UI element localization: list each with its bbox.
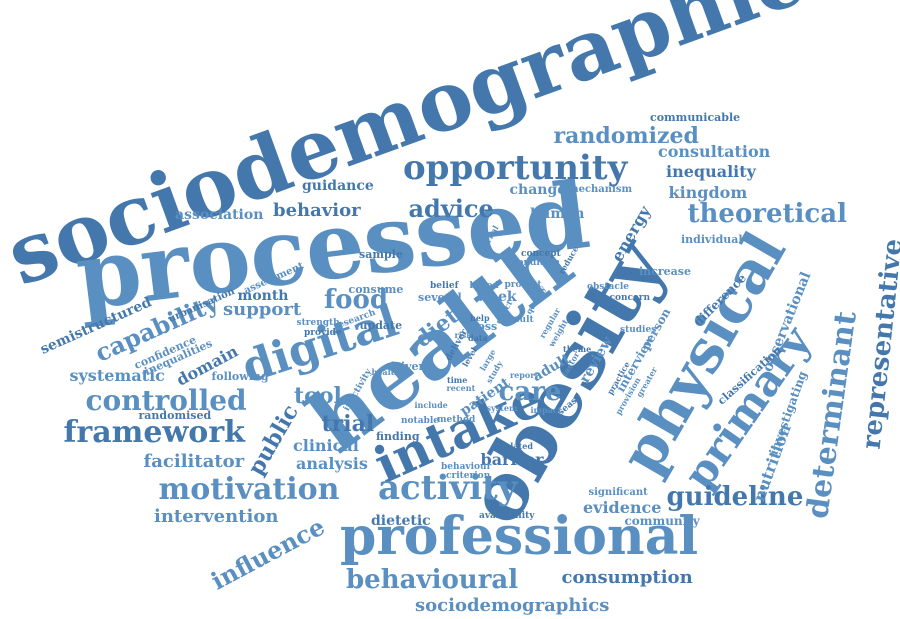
cloud-word: theoretical bbox=[687, 199, 847, 229]
cloud-word: activity bbox=[378, 468, 518, 508]
cloud-word: update bbox=[359, 318, 403, 332]
cloud-word: include bbox=[414, 400, 448, 410]
cloud-word: dietetic bbox=[371, 513, 431, 529]
cloud-word: time bbox=[447, 375, 468, 385]
cloud-word: guidance bbox=[302, 178, 374, 194]
cloud-word: trial bbox=[321, 411, 375, 437]
cloud-word: help bbox=[470, 313, 490, 323]
cloud-word: tool bbox=[294, 383, 342, 409]
cloud-word: consultation bbox=[658, 142, 771, 161]
cloud-word: advice bbox=[408, 194, 494, 223]
cloud-word: representative bbox=[856, 237, 900, 451]
cloud-word: community bbox=[624, 514, 700, 528]
cloud-word: barrier bbox=[480, 450, 544, 469]
cloud-word: facilitator bbox=[143, 451, 245, 472]
cloud-word: several bbox=[418, 290, 462, 304]
cloud-word: condition bbox=[512, 257, 560, 268]
cloud-word: obstacle bbox=[587, 281, 629, 292]
cloud-word: kingdom bbox=[668, 183, 748, 202]
cloud-word: behavior bbox=[273, 200, 361, 221]
cloud-word: recent bbox=[446, 383, 476, 393]
cloud-word: behavioural bbox=[346, 565, 519, 595]
cloud-word: food bbox=[324, 285, 389, 315]
cloud-word: communicable bbox=[650, 110, 741, 124]
cloud-word: motivation bbox=[158, 472, 340, 507]
cloud-word: care bbox=[498, 377, 562, 407]
cloud-word: result bbox=[504, 314, 534, 325]
cloud-word: data bbox=[468, 333, 488, 343]
cloud-word: report bbox=[510, 370, 539, 380]
cloud-word: studies bbox=[620, 324, 657, 335]
cloud-word: risk bbox=[454, 330, 472, 340]
cloud-word: individual bbox=[681, 232, 743, 246]
cloud-word: cross bbox=[465, 319, 498, 333]
cloud-word: mechanism bbox=[568, 184, 633, 195]
cloud-word: impact bbox=[530, 405, 562, 415]
cloud-word: concept bbox=[521, 248, 561, 259]
cloud-word: month bbox=[237, 288, 289, 304]
cloud-word: related bbox=[501, 441, 533, 451]
cloud-word: following bbox=[211, 369, 269, 383]
cloud-word: consumption bbox=[561, 567, 693, 588]
cloud-word: clinical bbox=[293, 436, 359, 455]
cloud-word: behaviour bbox=[441, 461, 492, 472]
cloud-word: system bbox=[486, 403, 518, 413]
cloud-word: guideline bbox=[666, 482, 804, 512]
cloud-word: analysis bbox=[296, 454, 368, 473]
cloud-word: criterion bbox=[446, 470, 491, 481]
cloud-word: change bbox=[509, 182, 567, 198]
cloud-word: strength bbox=[296, 317, 340, 328]
cloud-word: consume bbox=[348, 282, 404, 296]
cloud-word: increase bbox=[639, 264, 691, 278]
cloud-word: framework bbox=[63, 415, 245, 450]
cloud-word: prompt bbox=[504, 279, 542, 290]
cloud-word: association bbox=[175, 207, 264, 223]
cloud-word: week bbox=[477, 289, 517, 305]
cloud-word: systematic bbox=[69, 366, 165, 385]
cloud-word: randomised bbox=[138, 408, 212, 422]
cloud-word: randomized bbox=[553, 123, 699, 149]
cloud-word: finding bbox=[376, 429, 420, 443]
cloud-word: availability bbox=[479, 510, 535, 521]
cloud-word: evidence bbox=[583, 498, 662, 517]
cloud-word: method bbox=[437, 414, 476, 425]
cloud-word: professional bbox=[340, 506, 699, 567]
cloud-word: sample bbox=[359, 247, 403, 261]
cloud-word: provide bbox=[304, 327, 342, 338]
cloud-word: controlled bbox=[85, 384, 247, 417]
cloud-word: belief bbox=[430, 280, 459, 291]
cloud-word: human bbox=[530, 206, 585, 222]
cloud-word: inequality bbox=[666, 162, 756, 181]
cloud-word: significant bbox=[588, 487, 648, 498]
cloud-word: based bbox=[469, 280, 499, 291]
cloud-word: concern bbox=[609, 292, 651, 303]
cloud-word: notable bbox=[401, 415, 439, 426]
cloud-word: sociodemographics bbox=[415, 595, 610, 616]
cloud-word: opportunity bbox=[403, 148, 628, 188]
cloud-word: support bbox=[223, 299, 302, 320]
cloud-word: health bbox=[371, 367, 401, 377]
cloud-word: theme bbox=[563, 344, 592, 354]
cloud-word: driver bbox=[387, 359, 425, 373]
cloud-word: intervention bbox=[154, 506, 279, 527]
